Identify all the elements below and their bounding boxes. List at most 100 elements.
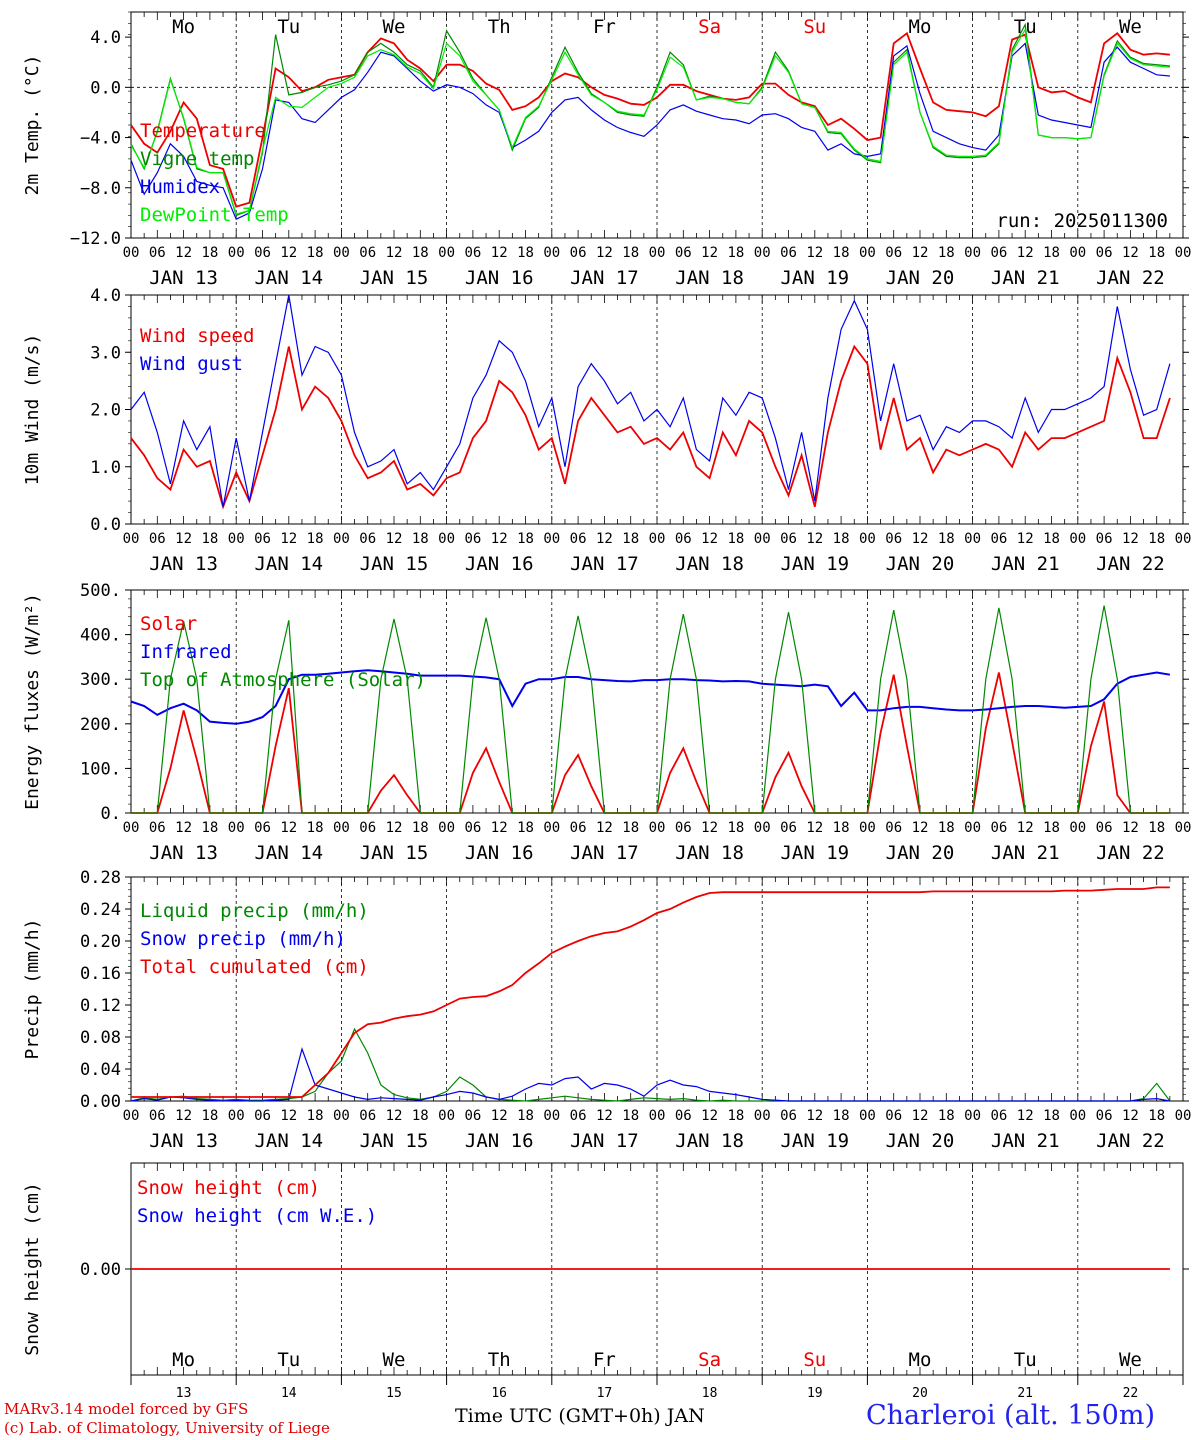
date-label: JAN 22: [1096, 553, 1165, 575]
legend-entry: Wind speed: [140, 325, 254, 347]
series-line-dewpoint-temp: [130, 27, 1170, 215]
series-line-wind-gust: [130, 294, 1171, 507]
hour-tick-label: 12: [912, 245, 929, 261]
hour-tick-label: 18: [622, 1108, 639, 1124]
weekday-label: Th: [488, 16, 511, 38]
date-label: JAN 19: [780, 553, 849, 575]
date-label: JAN 17: [570, 842, 639, 864]
hour-tick-label: 06: [990, 531, 1007, 547]
hour-tick-label: 18: [833, 531, 850, 547]
lab-credit: (c) Lab. of Climatology, University of L…: [4, 1419, 330, 1437]
hour-tick-label: 18: [201, 1108, 218, 1124]
hour-tick-label: 00: [123, 245, 140, 261]
hour-tick-label: 12: [1122, 820, 1139, 836]
hour-tick-label: 18: [201, 245, 218, 261]
date-label: JAN 20: [886, 842, 955, 864]
y-tick-label: 300.: [80, 670, 121, 690]
hour-tick-label: 06: [254, 820, 271, 836]
hour-tick-label: 12: [701, 1108, 718, 1124]
day-number: 18: [702, 1386, 718, 1401]
y-tick-label: 0.00: [80, 1260, 121, 1280]
hour-tick-label: 00: [649, 1108, 666, 1124]
hour-tick-label: 06: [885, 1108, 902, 1124]
date-label: JAN 21: [991, 842, 1060, 864]
hour-tick-label: 12: [386, 1108, 403, 1124]
hour-tick-label: 06: [885, 245, 902, 261]
hour-tick-label: 00: [333, 1108, 350, 1124]
station-name: Charleroi (alt. 150m): [866, 1400, 1155, 1431]
date-label: JAN 18: [675, 267, 744, 289]
panel-4: [125, 876, 1189, 1102]
y-tick-label: 200.: [80, 715, 121, 735]
date-label: JAN 22: [1096, 1130, 1165, 1152]
hour-tick-label: 00: [1069, 531, 1086, 547]
y-tick-label: 4.0: [90, 28, 121, 48]
date-label: JAN 15: [360, 842, 429, 864]
series-line-infrared: [130, 669, 1171, 725]
hour-tick-label: 18: [1148, 531, 1165, 547]
hour-tick-label: 18: [1043, 1108, 1060, 1124]
hour-tick-label: 00: [1069, 245, 1086, 261]
hour-tick-label: 18: [727, 1108, 744, 1124]
hour-tick-label: 00: [123, 1108, 140, 1124]
hour-tick-label: 18: [307, 1108, 324, 1124]
hour-tick-label: 12: [386, 820, 403, 836]
series-line-snow-precip-mm-h-: [130, 1046, 1171, 1102]
hour-tick-label: 06: [675, 245, 692, 261]
y-tick-label: 2.0: [90, 401, 121, 421]
y-tick-label: 0.08: [80, 1028, 121, 1048]
legend-entry: Snow height (cm): [137, 1177, 320, 1199]
hour-tick-label: 00: [649, 245, 666, 261]
hour-tick-label: 12: [1017, 245, 1034, 261]
hour-tick-label: 18: [622, 820, 639, 836]
hour-tick-label: 18: [938, 245, 955, 261]
y-tick-label: 0.20: [80, 932, 121, 952]
legend-entry: DewPoint Temp: [140, 204, 289, 226]
hour-tick-label: 18: [727, 531, 744, 547]
date-label: JAN 17: [570, 1130, 639, 1152]
y-tick-label: 100.: [80, 759, 121, 779]
hour-tick-label: 06: [464, 1108, 481, 1124]
weekday-label: Mo: [172, 1349, 195, 1371]
date-label: JAN 14: [254, 553, 323, 575]
hour-tick-label: 18: [622, 245, 639, 261]
legend-entry: Wind gust: [140, 353, 243, 375]
y-tick-label: 0.16: [80, 964, 121, 984]
date-label: JAN 22: [1096, 842, 1165, 864]
hour-tick-label: 06: [675, 531, 692, 547]
hour-tick-label: 18: [1043, 820, 1060, 836]
weekday-label: We: [1119, 16, 1142, 38]
model-credit: MARv3.14 model forced by GFS: [4, 1400, 249, 1418]
date-label: JAN 19: [780, 267, 849, 289]
date-label: JAN 15: [360, 267, 429, 289]
hour-tick-label: 12: [912, 1108, 929, 1124]
hour-tick-label: 12: [175, 245, 192, 261]
day-number: 16: [491, 1386, 507, 1401]
weekday-label: We: [1119, 1349, 1142, 1371]
date-label: JAN 22: [1096, 267, 1165, 289]
hour-tick-label: 12: [912, 531, 929, 547]
y-tick-label: 4.0: [90, 286, 121, 306]
hour-tick-label: 00: [649, 531, 666, 547]
day-number: 14: [281, 1386, 297, 1401]
hour-tick-label: 00: [228, 1108, 245, 1124]
hour-tick-label: 18: [307, 820, 324, 836]
hour-tick-label: 12: [175, 1108, 192, 1124]
legend-entry: Vigne temp: [140, 148, 254, 170]
hour-tick-label: 00: [123, 531, 140, 547]
date-label: JAN 20: [886, 267, 955, 289]
y-tick-label: 500.: [80, 581, 121, 601]
hour-tick-label: 18: [307, 245, 324, 261]
y-tick-label: 0.: [101, 804, 121, 824]
hour-tick-label: 12: [280, 820, 297, 836]
date-label: JAN 13: [149, 842, 218, 864]
hour-tick-label: 12: [701, 245, 718, 261]
hour-tick-label: 12: [806, 1108, 823, 1124]
hour-tick-label: 00: [228, 245, 245, 261]
hour-tick-label: 06: [675, 1108, 692, 1124]
hour-tick-label: 00: [964, 1108, 981, 1124]
weekday-label: We: [383, 16, 406, 38]
panel-1: [125, 11, 1189, 239]
series-line-top-of-atmosphere-solar-: [131, 605, 1170, 814]
hour-tick-label: 12: [596, 820, 613, 836]
